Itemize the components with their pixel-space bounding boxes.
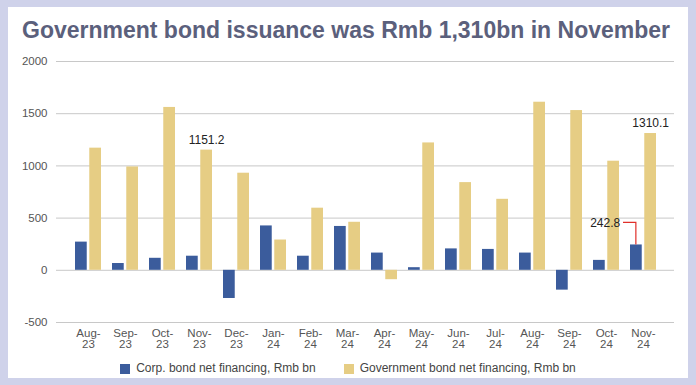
svg-text:1151.2: 1151.2 xyxy=(189,133,225,147)
svg-text:Dec-23: Dec-23 xyxy=(224,327,248,351)
svg-text:Jun-24: Jun-24 xyxy=(447,327,470,351)
svg-text:Feb-24: Feb-24 xyxy=(299,327,323,351)
svg-text:Oct-23: Oct-23 xyxy=(152,327,174,351)
html-text:Government bond issuance was R: Government bond issuance was Rmb 1,310bn… xyxy=(22,17,670,43)
svg-text:1500: 1500 xyxy=(22,107,48,119)
svg-text:Aug-24: Aug-24 xyxy=(520,327,544,351)
svg-text:Sep-24: Sep-24 xyxy=(557,327,581,351)
svg-text:Jan-24: Jan-24 xyxy=(262,327,285,351)
svg-text:Oct-24: Oct-24 xyxy=(596,327,618,351)
svg-text:Sep-23: Sep-23 xyxy=(113,327,137,351)
svg-text:0: 0 xyxy=(41,264,47,276)
svg-text:Nov-23: Nov-23 xyxy=(187,327,211,351)
svg-text:Jul-24: Jul-24 xyxy=(486,327,505,351)
svg-text:Mar-24: Mar-24 xyxy=(336,327,360,351)
svg-text:May-24: May-24 xyxy=(409,327,435,351)
svg-text:Nov-24: Nov-24 xyxy=(631,327,655,351)
svg-text:1000: 1000 xyxy=(22,160,48,172)
html-text:Government bond net financing,: Government bond net financing, Rmb bn xyxy=(359,361,576,375)
svg-text:242.8: 242.8 xyxy=(590,216,620,230)
html-text:Corp. bond net financing, Rmb: Corp. bond net financing, Rmb bn xyxy=(136,361,316,375)
svg-text:Apr-24: Apr-24 xyxy=(374,327,396,351)
svg-text:2000: 2000 xyxy=(22,55,48,67)
svg-text:Aug-23: Aug-23 xyxy=(76,327,100,351)
svg-text:-500: -500 xyxy=(24,316,47,328)
svg-text:1310.1: 1310.1 xyxy=(632,116,669,130)
svg-text:500: 500 xyxy=(28,212,47,224)
